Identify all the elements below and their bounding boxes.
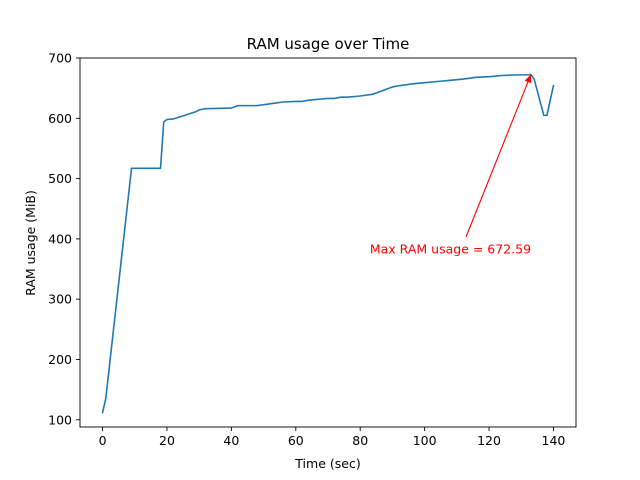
x-tick-label: 140 [542, 433, 566, 448]
x-tick-label: 100 [413, 433, 437, 448]
plot-area [79, 57, 577, 428]
y-axis: 100 200 300 400 500 600 700 [48, 51, 80, 427]
x-tick-label: 80 [352, 433, 368, 448]
series-line-0 [101, 73, 555, 414]
y-tick-label: 600 [48, 111, 72, 126]
x-axis: 0 20 40 60 80 100 120 140 [99, 427, 566, 448]
x-tick-label: 60 [288, 433, 304, 448]
chart-title: RAM usage over Time [247, 35, 410, 53]
x-tick-label: 120 [477, 433, 501, 448]
y-tick-label: 100 [48, 412, 72, 427]
y-tick-label: 400 [48, 231, 72, 246]
plot-frame [79, 57, 577, 428]
y-tick-label: 700 [48, 51, 72, 66]
x-tick-label: 0 [99, 433, 107, 448]
x-axis-title: Time (sec) [294, 456, 360, 471]
y-tick-label: 300 [48, 292, 72, 307]
annotation-arrowhead [524, 74, 532, 84]
x-tick-label: 20 [159, 433, 175, 448]
y-tick-label: 200 [48, 352, 72, 367]
annotation: Max RAM usage = 672.59 [370, 74, 532, 256]
y-axis-title: RAM usage (MiB) [23, 190, 38, 296]
annotation-arrow [465, 74, 532, 238]
x-tick-label: 40 [223, 433, 239, 448]
annotation-text: Max RAM usage = 672.59 [370, 241, 531, 256]
y-tick-label: 500 [48, 171, 72, 186]
